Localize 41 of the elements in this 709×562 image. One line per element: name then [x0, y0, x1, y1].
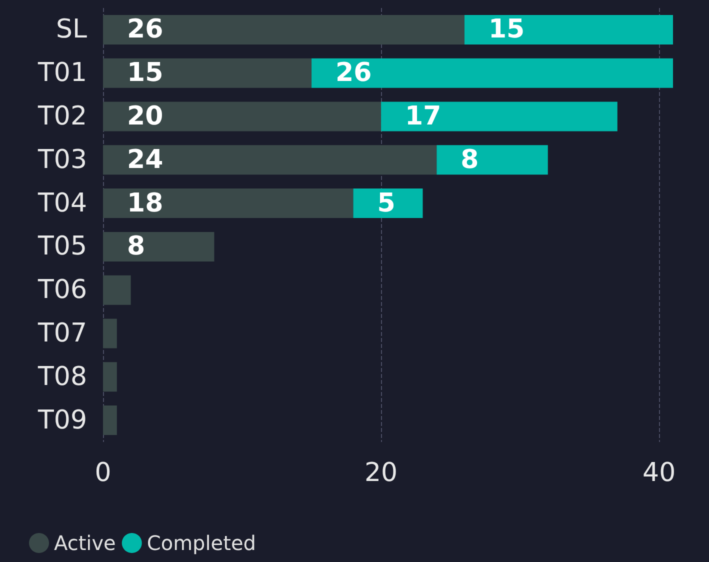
bar — [436, 145, 548, 175]
x-tick-label: 40 — [642, 458, 676, 488]
data-label: 8 — [460, 144, 479, 175]
bar — [103, 362, 117, 392]
bar — [103, 275, 131, 305]
bar — [103, 232, 214, 262]
bar — [103, 102, 382, 132]
y-tick-label: T01 — [37, 58, 87, 88]
data-label: 26 — [127, 14, 164, 45]
bar — [464, 14, 673, 44]
y-tick-label: T04 — [37, 188, 87, 218]
x-tick-label: 0 — [94, 458, 112, 488]
bar — [312, 58, 673, 88]
y-tick-label: T08 — [37, 362, 87, 392]
y-tick-label: T02 — [37, 102, 87, 132]
data-label: 20 — [127, 102, 164, 132]
y-tick-label: T07 — [37, 318, 87, 348]
data-label: 15 — [488, 14, 525, 45]
bar — [103, 318, 117, 348]
y-tick-label: T09 — [37, 405, 87, 436]
y-tick-label: T06 — [37, 275, 87, 306]
x-tick-label: 20 — [364, 458, 398, 488]
bar — [103, 145, 437, 175]
bar — [103, 14, 464, 44]
y-tick-label: T05 — [37, 232, 87, 262]
bar — [381, 102, 618, 132]
bar — [353, 188, 423, 218]
data-label: 15 — [127, 58, 164, 88]
legend-label: Completed — [146, 531, 256, 555]
data-label: 17 — [405, 102, 442, 132]
y-tick-label: SL — [56, 14, 88, 45]
bar — [103, 58, 312, 88]
bar — [103, 406, 117, 436]
data-label: 8 — [127, 232, 146, 262]
data-label: 24 — [127, 144, 164, 175]
y-tick-label: T03 — [37, 144, 87, 175]
data-label: 26 — [336, 58, 372, 88]
data-label: 5 — [377, 188, 396, 218]
data-label: 18 — [127, 188, 164, 218]
bar — [103, 188, 354, 218]
legend-label: Active — [54, 531, 116, 555]
